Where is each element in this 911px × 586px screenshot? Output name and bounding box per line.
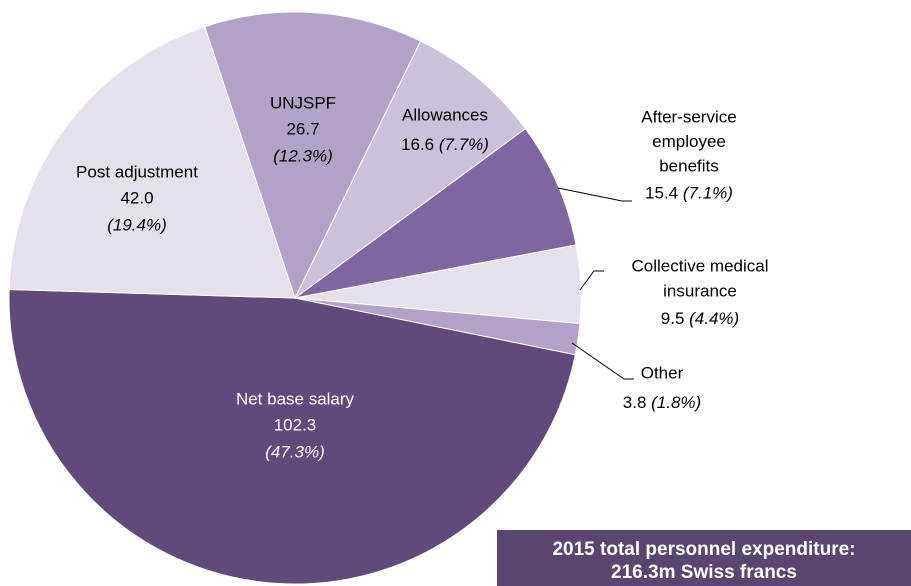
leader-line	[579, 270, 604, 291]
slice-value-line: 3.8 (1.8%)	[623, 393, 701, 412]
slice-value-line: 9.5 (4.4%)	[661, 309, 739, 328]
pie-slice	[294, 127, 577, 299]
annotation-box	[497, 530, 911, 586]
annotation: 2015 total personnel expenditure:	[552, 539, 855, 560]
slice-label: employee	[652, 132, 726, 151]
percent-label: (4.4%)	[689, 309, 739, 328]
slice-label: UNJSPF	[270, 93, 336, 112]
slice-label: Allowances	[402, 105, 488, 124]
percent-label: (7.1%)	[683, 184, 733, 203]
slice-label: benefits	[659, 156, 719, 175]
value-label: 102.3	[274, 415, 317, 434]
slice-label: After-service	[641, 107, 736, 126]
slice-value-line: 16.6 (7.7%)	[401, 135, 489, 154]
slice-label: Post adjustment	[76, 162, 198, 181]
leader-line	[571, 342, 634, 380]
annotation: 216.3m Swiss francs	[611, 562, 797, 583]
slice-label: insurance	[663, 281, 737, 300]
percent-label: (12.3%)	[273, 146, 333, 165]
value-label: 15.4	[645, 184, 678, 203]
percent-label: (7.7%)	[439, 135, 489, 154]
slice-label: Collective medical	[632, 256, 769, 275]
pie	[8, 11, 582, 585]
slice-label: Net base salary	[236, 389, 355, 408]
value-label: 3.8	[623, 393, 647, 412]
labels: Net base salary 102.3 (47.3%) Other 3.8 (1.8…	[76, 93, 768, 461]
percent-label: (47.3%)	[265, 442, 325, 461]
value-label: 16.6	[401, 135, 434, 154]
pie-slice	[8, 289, 576, 585]
pie-slice	[204, 11, 422, 300]
value-label: 42.0	[120, 188, 153, 207]
value-label: 26.7	[286, 119, 319, 138]
leader-lines	[557, 187, 634, 380]
value-label: 9.5	[661, 309, 685, 328]
pie-slice	[8, 25, 296, 299]
pie-slice	[294, 40, 527, 299]
percent-label: (19.4%)	[107, 215, 167, 234]
leader-line	[557, 187, 632, 202]
slice-label: Other	[641, 363, 684, 382]
slice-value-line: 15.4 (7.1%)	[645, 184, 733, 203]
percent-label: (1.8%)	[651, 393, 701, 412]
